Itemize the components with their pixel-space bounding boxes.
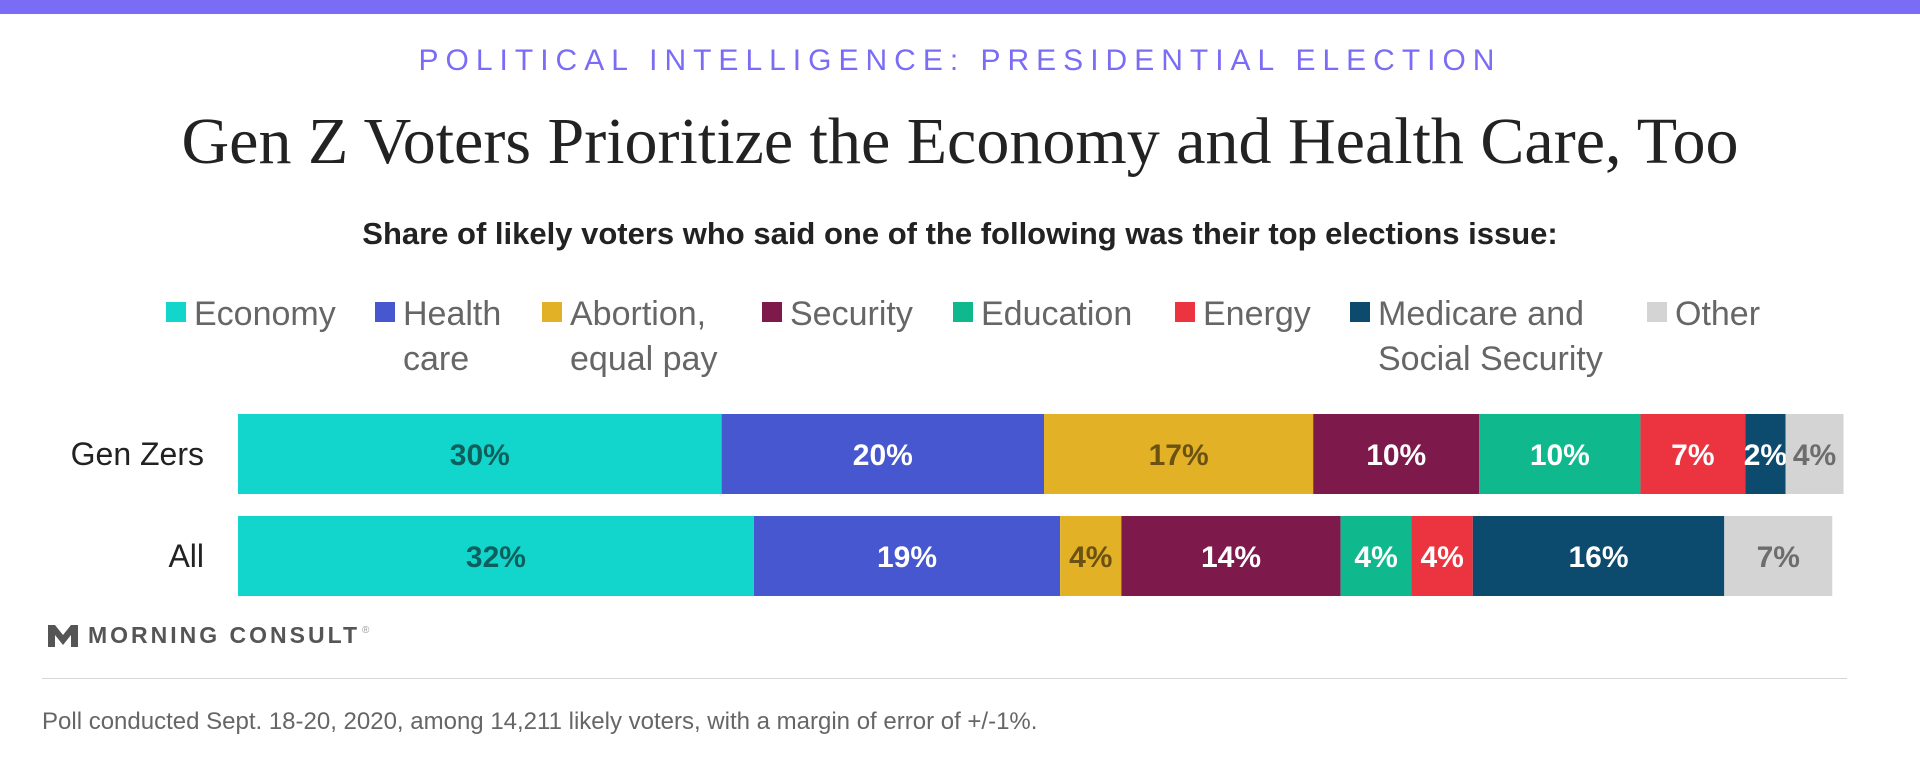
legend-swatch xyxy=(166,302,186,322)
data-label-education-0: 10% xyxy=(1530,439,1590,472)
data-label-health-care-0: 20% xyxy=(853,439,913,472)
legend-label: Medicare and Social Security xyxy=(1378,295,1603,378)
bar-segment-education-0 xyxy=(1479,414,1641,494)
bar-segment-other-1 xyxy=(1724,516,1833,596)
legend-label: Health care xyxy=(403,295,502,378)
footer-divider xyxy=(42,678,1847,679)
legend-item-medicare-social-security: Medicare and Social Security xyxy=(1350,292,1603,382)
brand-registered-mark: ® xyxy=(362,625,370,636)
data-label-abortion-equal-pay-0: 17% xyxy=(1149,439,1209,472)
legend-label: Education xyxy=(981,295,1133,333)
data-label-energy-1: 4% xyxy=(1420,541,1463,574)
bar-segment-medicare-and-social-security-1 xyxy=(1472,516,1725,596)
bar-segment-health-care-1 xyxy=(753,516,1061,596)
legend-label: Other xyxy=(1675,295,1761,333)
chart-subtitle: Share of likely voters who said one of t… xyxy=(362,216,1558,251)
data-label-security-0: 10% xyxy=(1366,439,1426,472)
data-label-medicare-and-social-security-0: 2% xyxy=(1744,439,1787,472)
bar-segment-energy-0 xyxy=(1640,414,1746,494)
data-label-abortion-equal-pay-1: 4% xyxy=(1069,541,1112,574)
legend-swatch xyxy=(542,302,562,322)
legend-item-other: Other xyxy=(1647,292,1760,337)
chart-title: Gen Z Voters Prioritize the Economy and … xyxy=(181,105,1739,178)
legend-swatch xyxy=(1647,302,1667,322)
data-label-other-1: 7% xyxy=(1757,541,1800,574)
legend-label: Security xyxy=(790,295,913,333)
bar-segment-medicare-and-social-security-0 xyxy=(1745,414,1786,494)
morning-consult-m-icon xyxy=(48,624,78,647)
data-label-education-1: 4% xyxy=(1354,541,1397,574)
bar-segment-education-1 xyxy=(1340,516,1412,596)
legend-item-abortion-equal-pay: Abortion, equal pay xyxy=(542,292,717,382)
top-accent-bar xyxy=(0,0,1920,14)
bar-segment-security-0 xyxy=(1313,414,1480,494)
bar-segment-abortion-equal-pay-0 xyxy=(1044,414,1314,494)
legend-item-education: Education xyxy=(953,292,1132,337)
legend-label: Energy xyxy=(1203,295,1311,333)
legend-label: Abortion, equal pay xyxy=(570,295,718,378)
bar-segment-other-0 xyxy=(1785,414,1844,494)
bar-segment-energy-1 xyxy=(1411,516,1473,596)
data-label-other-0: 4% xyxy=(1793,439,1836,472)
legend-swatch xyxy=(953,302,973,322)
data-label-medicare-and-social-security-1: 16% xyxy=(1569,541,1629,574)
brand-name: MORNING CONSULT xyxy=(88,622,361,648)
bar-segment-security-1 xyxy=(1121,516,1341,596)
legend-swatch xyxy=(375,302,395,322)
data-label-economy-0: 30% xyxy=(450,439,510,472)
bar-segment-economy-1 xyxy=(238,516,754,596)
row-label-all: All xyxy=(168,538,204,574)
legend-item-health-care: Health care xyxy=(375,292,501,382)
legend-item-economy: Economy xyxy=(166,292,336,337)
bar-segment-economy-0 xyxy=(238,414,722,494)
stacked-bar-chart: Gen Zers 30% 20% 17% 10% 10% 7% 2% 4%All 32% 19% 4%… xyxy=(71,414,1844,596)
legend-swatch xyxy=(1350,302,1370,322)
legend-item-energy: Energy xyxy=(1175,292,1311,337)
data-label-economy-1: 32% xyxy=(466,541,526,574)
kicker: POLITICAL INTELLIGENCE: PRESIDENTIAL ELE… xyxy=(418,44,1502,77)
legend-item-security: Security xyxy=(762,292,913,337)
row-label-gen-zers: Gen Zers xyxy=(71,436,204,472)
data-label-health-care-1: 19% xyxy=(877,541,937,574)
legend-swatch xyxy=(1175,302,1195,322)
brand-logo: MORNING CONSULT ® xyxy=(48,622,369,649)
bar-segment-abortion-equal-pay-1 xyxy=(1060,516,1122,596)
footnote: Poll conducted Sept. 18-20, 2020, among … xyxy=(42,708,1038,735)
legend-label: Economy xyxy=(194,295,336,333)
legend-swatch xyxy=(762,302,782,322)
legend: Economy Health care Abortion, equal pay Se… xyxy=(0,292,1920,392)
bar-segment-health-care-0 xyxy=(721,414,1044,494)
data-label-security-1: 14% xyxy=(1201,541,1261,574)
data-label-energy-0: 7% xyxy=(1671,439,1714,472)
